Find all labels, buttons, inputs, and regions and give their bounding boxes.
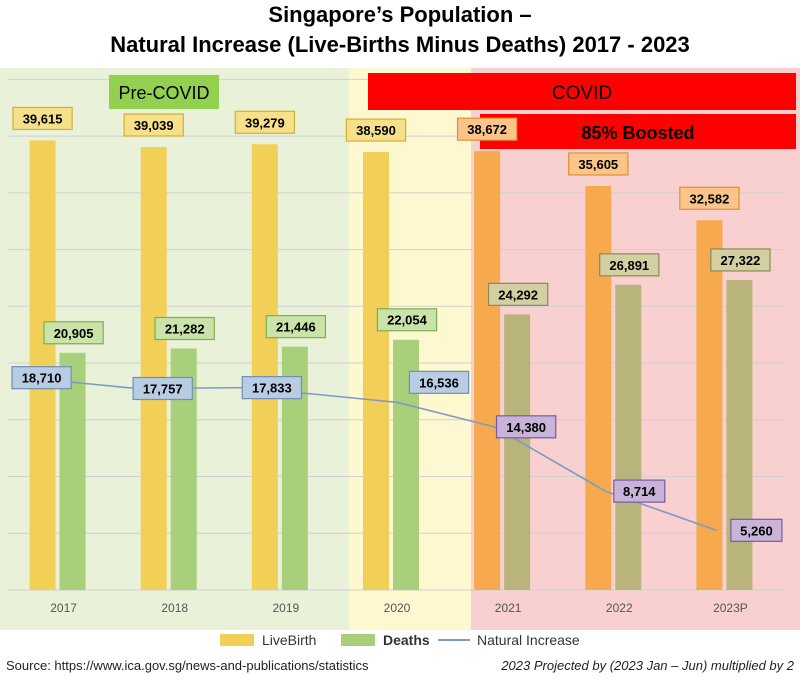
legend-deaths-label: Deaths — [383, 632, 430, 648]
deaths-bar — [504, 314, 531, 590]
projection-note: 2023 Projected by (2023 Jan – Jun) multi… — [501, 658, 794, 673]
livebirth-label: 39,615 — [23, 111, 63, 126]
x-tick-label: 2023P — [713, 601, 748, 615]
chart-title-line-1: Singapore’s Population – — [268, 2, 532, 27]
livebirth-bar — [474, 151, 501, 591]
boosted-label: 85% Boosted — [581, 123, 694, 143]
covid-box — [368, 73, 796, 110]
boosted-box — [480, 114, 796, 149]
livebirth-bar — [251, 144, 278, 590]
deaths-label: 24,292 — [498, 287, 538, 302]
livebirth-label: 35,605 — [578, 157, 618, 172]
deaths-label-box — [376, 308, 438, 332]
deaths-label: 22,054 — [387, 313, 428, 328]
x-tick-label: 2021 — [495, 601, 522, 615]
livebirth-label-box — [12, 106, 73, 131]
deaths-label: 20,905 — [54, 326, 94, 341]
deaths-bar — [726, 279, 753, 590]
livebirth-bar — [585, 185, 612, 591]
livebirth-bar — [363, 152, 389, 590]
x-tick-label: 2020 — [384, 601, 411, 615]
livebirth-label: 38,672 — [467, 122, 507, 137]
pre-covid-box — [109, 75, 219, 109]
livebirth-label-box — [456, 117, 518, 141]
natural-increase-label: 18,710 — [22, 371, 62, 386]
natural-increase-label: 5,260 — [740, 523, 773, 538]
x-tick-label: 2022 — [606, 601, 633, 615]
livebirth-bar — [29, 140, 56, 590]
natural-increase-label-box — [241, 376, 303, 400]
natural-increase-label-box — [132, 376, 193, 401]
deaths-label-box — [599, 253, 660, 277]
livebirth-label-box — [679, 186, 740, 210]
livebirth-label: 39,039 — [134, 118, 174, 133]
livebirth-label-box — [568, 152, 629, 176]
deaths-label: 21,446 — [276, 320, 316, 335]
livebirth-label: 38,590 — [356, 123, 396, 138]
legend-livebirth-label: LiveBirth — [262, 632, 316, 648]
livebirth-label-box — [345, 118, 407, 142]
legend-livebirth-swatch — [220, 634, 254, 646]
source-note: Source: https://www.ica.gov.sg/news-and-… — [6, 658, 369, 673]
deaths-label: 21,282 — [165, 321, 205, 336]
natural-increase-label-box — [613, 479, 666, 503]
x-tick-label: 2018 — [161, 601, 188, 615]
natural-increase-label-box — [11, 366, 72, 390]
livebirth-label: 32,582 — [690, 191, 730, 206]
natural-increase-label: 17,833 — [252, 381, 292, 396]
natural-increase-label: 17,757 — [143, 381, 183, 396]
deaths-label-box — [487, 282, 549, 306]
deaths-label-box — [710, 248, 771, 272]
natural-increase-label: 14,380 — [506, 420, 546, 435]
natural-increase-label-box — [495, 415, 557, 439]
deaths-bar — [59, 352, 86, 590]
deaths-label-box — [265, 315, 327, 339]
natural-increase-label: 8,714 — [623, 484, 656, 499]
deaths-label-box — [154, 316, 215, 341]
livebirth-label-box — [123, 113, 184, 137]
x-tick-label: 2019 — [273, 601, 300, 615]
covid-label: COVID — [552, 83, 612, 104]
livebirth-label: 39,279 — [245, 115, 285, 130]
livebirth-label-box — [234, 110, 296, 134]
livebirth-bar — [140, 146, 167, 590]
deaths-label: 26,891 — [609, 258, 649, 273]
pre-covid-label: Pre-COVID — [118, 83, 209, 103]
legend-natural-increase-label: Natural Increase — [477, 632, 580, 648]
chart-title-line-2: Natural Increase (Live-Births Minus Deat… — [110, 32, 690, 57]
deaths-bar — [615, 284, 642, 590]
x-tick-label: 2017 — [50, 601, 77, 615]
natural-increase-label-box — [408, 370, 470, 394]
natural-increase-label: 16,536 — [419, 375, 459, 390]
deaths-label: 27,322 — [721, 253, 761, 268]
deaths-label-box — [43, 321, 104, 345]
legend-deaths-swatch — [341, 634, 375, 646]
natural-increase-label-box — [730, 518, 783, 542]
livebirth-bar — [696, 220, 723, 590]
